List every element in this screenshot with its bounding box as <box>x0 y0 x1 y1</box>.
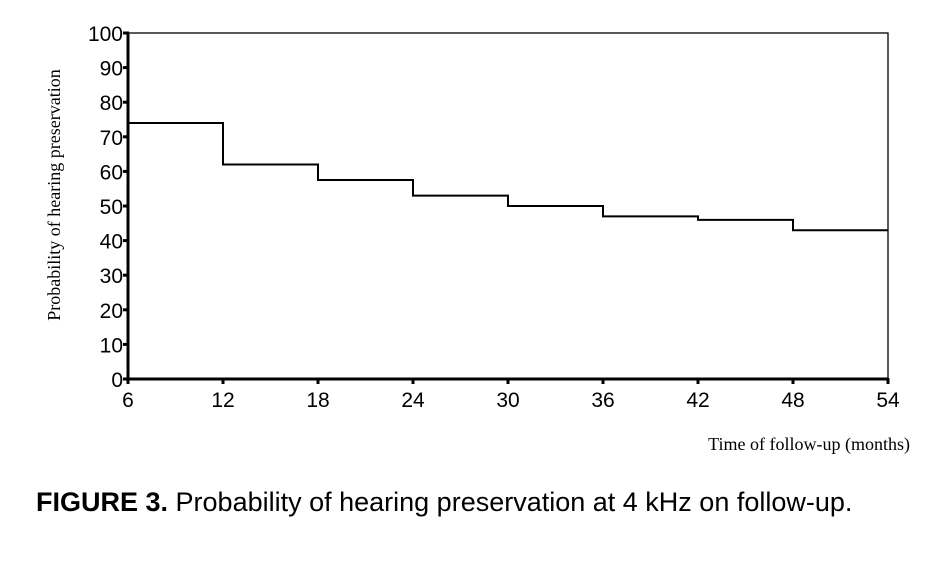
x-axis-label: Time of follow-up (months) <box>708 434 910 455</box>
x-tick-label: 12 <box>211 389 234 412</box>
caption-text: Probability of hearing preservation at 4… <box>168 487 853 517</box>
y-tick-label: 60 <box>100 161 123 184</box>
x-tick-label: 36 <box>591 389 614 412</box>
x-tick-label: 18 <box>306 389 329 412</box>
x-tick-label: 54 <box>876 389 900 412</box>
y-tick-label: 100 <box>88 23 123 46</box>
y-tick-label: 50 <box>100 196 123 219</box>
x-tick-label: 30 <box>496 389 519 412</box>
caption-label: FIGURE 3. <box>36 487 169 517</box>
x-tick-label: 42 <box>686 389 709 412</box>
y-axis-label: Probability of hearing preservation <box>44 69 64 320</box>
y-tick-label: 70 <box>100 127 123 150</box>
x-tick-label: 48 <box>781 389 804 412</box>
y-axis: 0 10 20 30 40 50 60 70 80 90 100 <box>88 23 130 392</box>
series-group <box>128 121 888 232</box>
x-tick-label: 6 <box>122 389 134 412</box>
survival-step-line <box>128 121 888 232</box>
y-tick-label: 20 <box>100 300 123 323</box>
y-tick-label: 40 <box>100 231 123 254</box>
x-axis: 6 12 18 24 30 36 42 48 54 <box>122 377 900 412</box>
y-tick-label: 10 <box>100 334 123 357</box>
figure-caption: FIGURE 3. Probability of hearing preserv… <box>36 484 896 521</box>
y-tick-label: 30 <box>100 265 123 288</box>
y-tick-label: 0 <box>111 369 123 392</box>
x-tick-label: 24 <box>401 389 425 412</box>
chart: 0 10 20 30 40 50 60 70 80 90 100 6 12 18 24 30 36 42 48 54… <box>44 23 910 455</box>
y-tick-label: 90 <box>100 58 123 81</box>
y-tick-label: 80 <box>100 92 123 115</box>
